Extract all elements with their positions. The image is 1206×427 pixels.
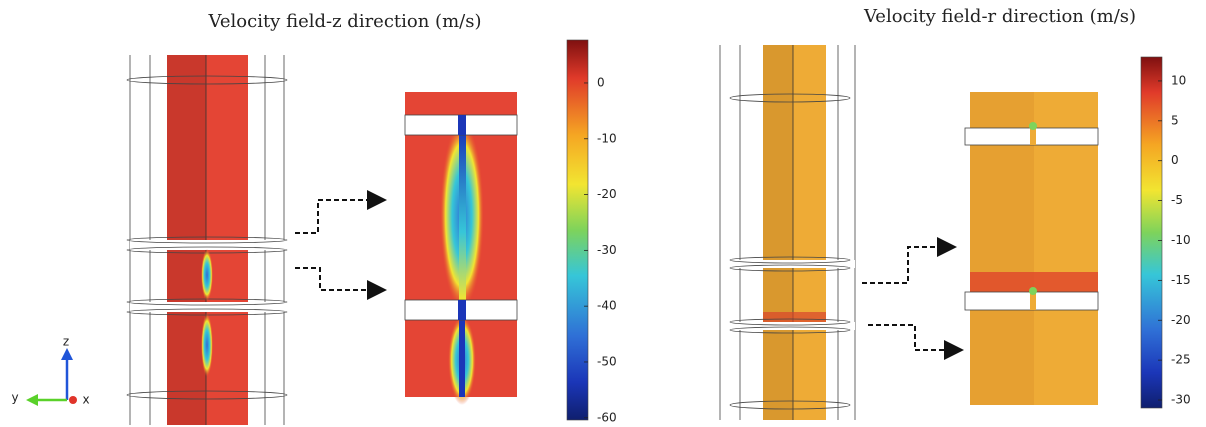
colorbar [566, 39, 589, 421]
colorbar-tick-label: 10 [1171, 73, 1186, 87]
arrow [295, 267, 387, 300]
colorbar-tick-label: 0 [597, 75, 605, 89]
arrow [868, 324, 964, 360]
colorbar-tick-label: -30 [1171, 393, 1191, 407]
panel-title: Velocity field-r direction (m/s) [863, 6, 1136, 27]
axis-label: x [82, 393, 89, 407]
colorbar-tick-label: -5 [1171, 193, 1183, 207]
colorbar-tick-label: 0 [1171, 153, 1179, 167]
arrow [862, 237, 957, 284]
colorbar-tick-label: -20 [1171, 313, 1191, 327]
colorbar-tick-label: -25 [1171, 353, 1191, 367]
colorbar-tick-label: -15 [1171, 273, 1191, 287]
z-velocity-model [126, 55, 288, 425]
colorbar-tick-label: -20 [597, 187, 617, 201]
colorbar-tick-label: -30 [597, 243, 617, 257]
colorbar-tick-label: 5 [1171, 113, 1179, 127]
colorbar-tick-label: -10 [1171, 233, 1191, 247]
axis-triad: z y x [11, 335, 89, 407]
colorbar-tick-label: -50 [597, 354, 617, 368]
panel-title: Velocity field-z direction (m/s) [208, 11, 482, 32]
colorbar-tick-label: -40 [597, 299, 617, 313]
colorbar [1140, 56, 1163, 409]
axis-label: y [11, 391, 18, 405]
colorbar-tick-label: -10 [597, 131, 617, 145]
axis-label: z [63, 335, 69, 349]
z-velocity-zoom [404, 92, 518, 405]
colorbar-tick-label: -60 [597, 410, 617, 424]
r-velocity-model [719, 45, 856, 420]
r-velocity-zoom [964, 92, 1099, 405]
arrow [295, 190, 387, 234]
